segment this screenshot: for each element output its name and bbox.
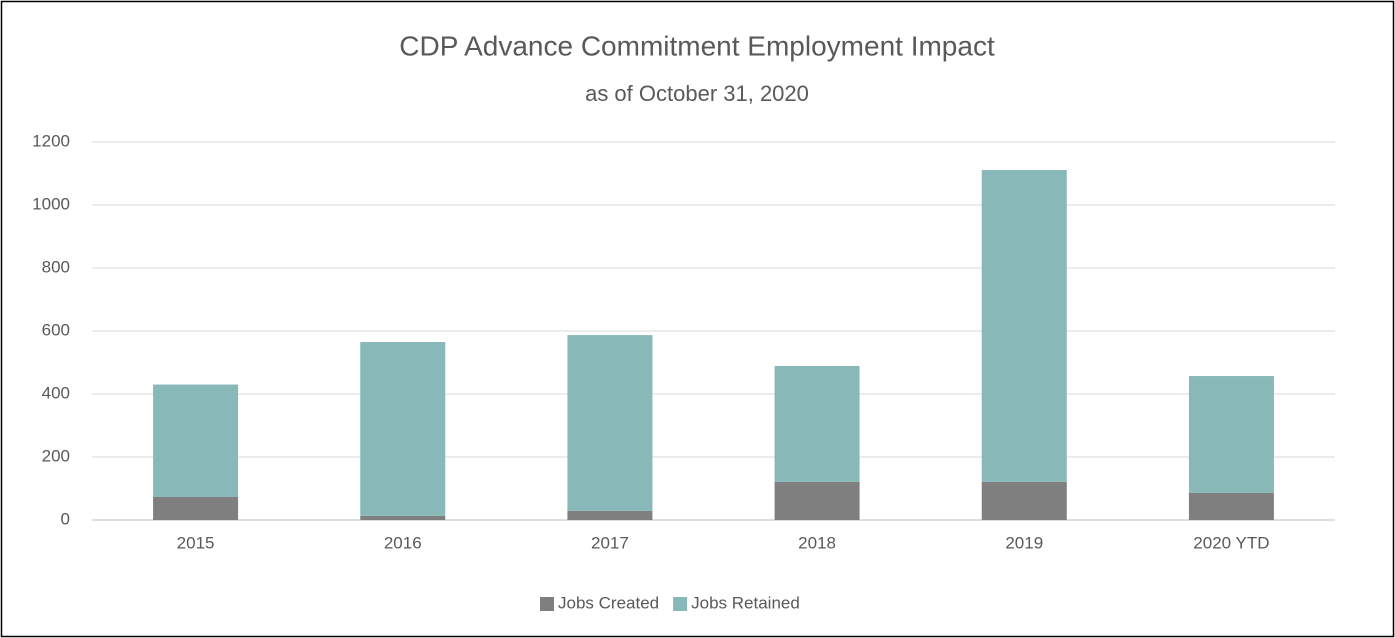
legend-label: Jobs Retained xyxy=(691,593,800,612)
y-tick-label: 1000 xyxy=(32,194,70,213)
x-tick-label: 2016 xyxy=(384,533,422,552)
bar-segment xyxy=(360,342,446,516)
bar-segment xyxy=(774,481,860,520)
x-tick-label: 2017 xyxy=(591,533,629,552)
bar-segment xyxy=(981,170,1067,482)
x-tick-label: 2015 xyxy=(177,533,215,552)
y-tick-label: 600 xyxy=(42,320,70,339)
legend-label: Jobs Created xyxy=(558,593,659,612)
y-tick-label: 0 xyxy=(61,509,70,528)
bar-segment xyxy=(981,481,1067,520)
x-tick-label: 2020 YTD xyxy=(1193,533,1269,552)
bar-segment xyxy=(153,497,239,520)
y-tick-label: 800 xyxy=(42,257,70,276)
x-tick-label: 2019 xyxy=(1005,533,1043,552)
bar-segment xyxy=(360,515,446,520)
legend-swatch xyxy=(540,597,554,611)
bar-segment xyxy=(1188,492,1274,520)
bar-segment xyxy=(153,384,239,498)
x-tick-label: 2018 xyxy=(798,533,836,552)
bar-segment xyxy=(567,335,653,511)
bar-segment xyxy=(774,365,860,482)
y-tick-label: 200 xyxy=(42,446,70,465)
legend-swatch xyxy=(673,597,688,611)
bar-segment xyxy=(1188,376,1274,493)
chart-title: CDP Advance Commitment Employment Impact xyxy=(399,30,995,61)
y-tick-label: 400 xyxy=(42,383,70,402)
y-tick-label: 1200 xyxy=(32,131,70,150)
chart-subtitle: as of October 31, 2020 xyxy=(585,81,809,106)
bar-segment xyxy=(567,510,653,520)
